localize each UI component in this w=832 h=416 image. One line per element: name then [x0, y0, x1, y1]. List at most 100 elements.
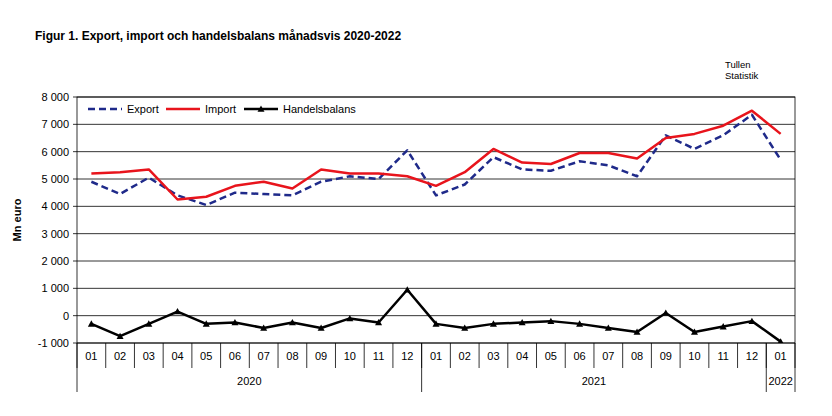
y-tick-label: 5 000 — [41, 173, 69, 185]
y-tick-label: 4 000 — [41, 200, 69, 212]
y-tick — [73, 343, 77, 344]
y-tick-label: 1 000 — [41, 282, 69, 294]
group-label: 2021 — [582, 375, 606, 387]
source: Tullen — [725, 59, 751, 70]
grid-line — [77, 233, 795, 234]
x-tick — [134, 343, 135, 368]
marker — [174, 308, 181, 314]
x-tick-label: 01 — [430, 350, 442, 362]
marker — [748, 318, 755, 324]
x-tick-label: 06 — [573, 350, 585, 362]
group-label: 2022 — [768, 375, 792, 387]
x-tick — [278, 343, 279, 368]
group-label: 2020 — [237, 375, 261, 387]
grid-line — [77, 206, 795, 207]
marker — [375, 319, 382, 325]
x-tick — [364, 343, 365, 368]
title: Figur 1. Export, import och handelsbalan… — [35, 29, 401, 43]
y-tick-label: 3 000 — [41, 228, 69, 240]
y-tick — [73, 124, 77, 125]
series-line — [91, 111, 780, 200]
y-tick-label: 7 000 — [41, 118, 69, 130]
source: Statistik — [725, 70, 759, 81]
marker — [346, 315, 353, 321]
legend-swatch — [166, 108, 200, 111]
group-separator — [795, 343, 796, 392]
marker — [691, 329, 698, 335]
legend-label: Import — [205, 103, 236, 115]
marker — [145, 320, 152, 326]
plot-area — [88, 111, 784, 343]
grid-line — [77, 288, 795, 289]
y-tick-label: 2 000 — [41, 255, 69, 267]
marker — [203, 320, 210, 326]
x-tick — [708, 343, 709, 368]
x-tick-label: 05 — [545, 350, 557, 362]
x-tick — [680, 343, 681, 368]
x-tick — [163, 343, 164, 368]
x-tick-label: 12 — [746, 350, 758, 362]
x-tick — [593, 343, 594, 368]
x-tick-label: 02 — [459, 350, 471, 362]
series-line — [91, 115, 780, 205]
marker — [576, 320, 583, 326]
x-tick — [249, 343, 250, 368]
x-tick — [220, 343, 221, 368]
x-tick-label: 07 — [258, 350, 270, 362]
grid-line — [77, 261, 795, 262]
y-tick — [73, 315, 77, 316]
grid-line — [77, 151, 795, 152]
x-tick-label: 08 — [286, 350, 298, 362]
marker — [88, 320, 95, 326]
y-tick — [73, 97, 77, 98]
grid-line — [77, 124, 795, 125]
group-separator — [766, 343, 767, 392]
x-tick-label: 03 — [487, 350, 499, 362]
marker — [461, 324, 468, 330]
x-tick-label: 06 — [229, 350, 241, 362]
x-tick-label: 10 — [688, 350, 700, 362]
marker — [605, 324, 612, 330]
legend-swatch — [88, 108, 122, 111]
marker — [519, 319, 526, 325]
y-tick-label: 6 000 — [41, 146, 69, 158]
x-tick — [737, 343, 738, 368]
group-separator — [421, 343, 422, 392]
x-tick — [450, 343, 451, 368]
y-tick-label: -1 000 — [38, 337, 69, 349]
marker — [777, 338, 784, 343]
x-tick-label: 09 — [660, 350, 672, 362]
legend-marker — [258, 106, 265, 112]
x-tick — [306, 343, 307, 368]
x-tick-label: 09 — [315, 350, 327, 362]
x-tick — [191, 343, 192, 368]
y-tick — [73, 233, 77, 234]
legend-label: Export — [127, 103, 159, 115]
marker — [662, 309, 669, 315]
x-tick-label: 10 — [344, 350, 356, 362]
x-tick-label: 03 — [143, 350, 155, 362]
x-tick-label: 04 — [516, 350, 528, 362]
marker — [260, 324, 267, 330]
x-tick-label: 01 — [775, 350, 787, 362]
x-tick-label: 02 — [114, 350, 126, 362]
x-tick-label: 11 — [717, 350, 728, 362]
x-tick — [105, 343, 106, 368]
y-axis-label: Mn euro — [11, 198, 23, 241]
marker — [490, 320, 497, 326]
x-tick — [392, 343, 393, 368]
chart: Figur 1. Export, import och handelsbalan… — [0, 0, 832, 416]
x-tick-label: 08 — [631, 350, 643, 362]
marker — [231, 319, 238, 325]
x-tick — [479, 343, 480, 368]
marker — [318, 324, 325, 330]
x-tick — [565, 343, 566, 368]
x-tick-label: 01 — [85, 350, 97, 362]
marker — [720, 323, 727, 329]
x-tick-label: 11 — [373, 350, 384, 362]
x-tick — [536, 343, 537, 368]
x-tick-label: 12 — [401, 350, 413, 362]
x-tick-label: 05 — [200, 350, 212, 362]
marker — [547, 318, 554, 324]
x-tick-label: 07 — [602, 350, 614, 362]
